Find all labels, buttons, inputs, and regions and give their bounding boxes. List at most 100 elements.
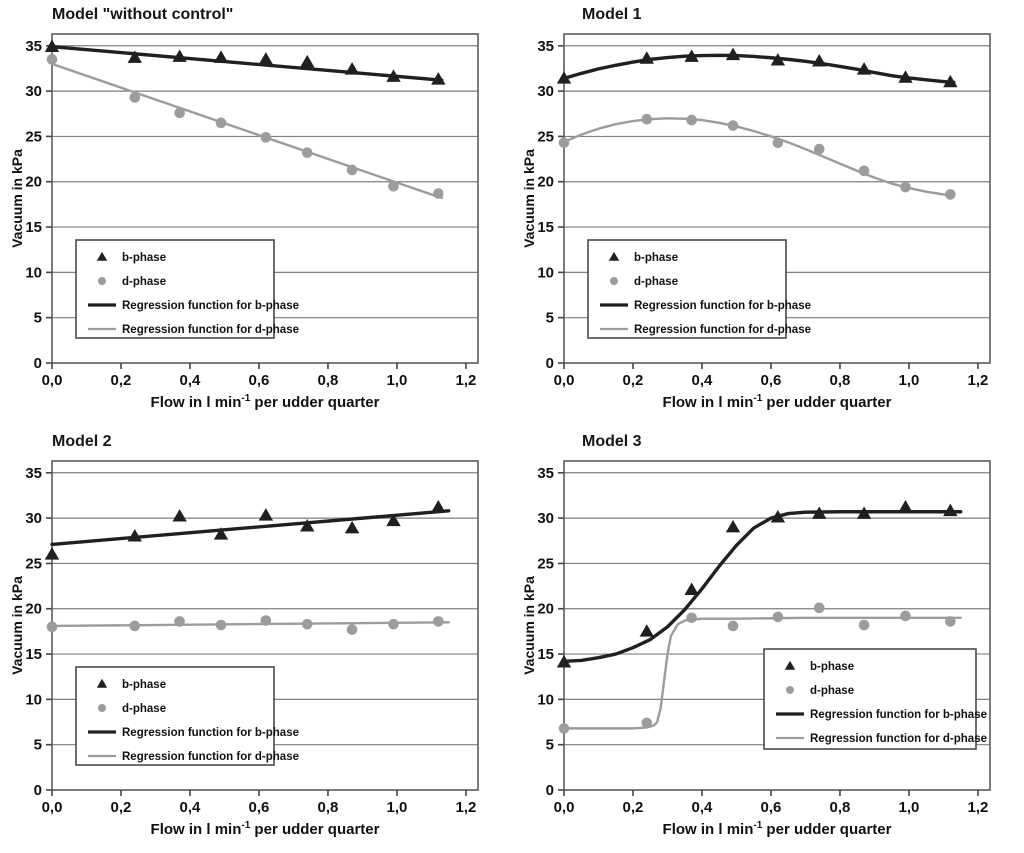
svg-text:35: 35: [25, 465, 42, 482]
svg-text:d-phase: d-phase: [634, 276, 678, 288]
x-axis-title: Flow in l min-1 per udder quarter: [663, 393, 892, 411]
svg-text:35: 35: [25, 38, 42, 55]
legend: b-phase d-phase Regression function for b-…: [587, 239, 811, 339]
svg-text:1,2: 1,2: [967, 799, 988, 816]
svg-text:0: 0: [546, 782, 554, 799]
svg-text:0,0: 0,0: [554, 799, 575, 816]
svg-text:0: 0: [34, 782, 42, 799]
svg-text:0,0: 0,0: [554, 372, 575, 389]
chart-panel-model-1: Model 1 0 5 10 15 20 25 30 35 0,0 0,2 0,4 0,6 0,8 1,0…: [512, 0, 1024, 427]
svg-text:0: 0: [34, 355, 42, 372]
svg-text:1,0: 1,0: [387, 799, 408, 816]
y-axis-title: Vacuum in kPa: [521, 149, 537, 248]
svg-text:15: 15: [537, 219, 554, 236]
svg-text:0,4: 0,4: [692, 372, 714, 389]
svg-text:5: 5: [546, 310, 554, 327]
svg-text:0,4: 0,4: [692, 799, 714, 816]
svg-text:1,0: 1,0: [899, 799, 920, 816]
svg-text:1,0: 1,0: [387, 372, 408, 389]
series-d-phase: [558, 113, 956, 200]
regression-line-b-phase: [50, 509, 451, 547]
svg-text:0,6: 0,6: [761, 372, 782, 389]
svg-text:25: 25: [25, 128, 42, 145]
y-axis: 0 5 10 15 20 25 30 35: [537, 38, 564, 372]
svg-text:d-phase: d-phase: [122, 703, 166, 715]
svg-text:0,2: 0,2: [111, 372, 132, 389]
chart-model-3: 0 5 10 15 20 25 30 35 0,0 0,2 0,4 0,6 0,8 1,0 1,2 b-pha…: [521, 460, 991, 838]
chart-title-model-1: Model 1: [582, 6, 642, 23]
svg-text:25: 25: [537, 128, 554, 145]
legend: b-phase d-phase Regression function for b-…: [75, 666, 299, 766]
y-axis: 0 5 10 15 20 25 30 35: [537, 465, 564, 799]
regression-line-b-phase: [562, 510, 963, 664]
chart-panel-model-without-control: Model "without control" 0 5 10 15 20 25 30 35 0,…: [0, 0, 512, 427]
x-axis-title: Flow in l min-1 per udder quarter: [663, 820, 892, 838]
svg-text:d-phase: d-phase: [122, 276, 166, 288]
svg-text:Regression function for d-phas: Regression function for d-phase: [122, 751, 299, 763]
regression-line-d-phase: [50, 62, 443, 200]
regression-line-b-phase: [562, 53, 956, 85]
svg-text:Regression function for d-phas: Regression function for d-phase: [634, 324, 811, 336]
svg-text:15: 15: [537, 646, 554, 663]
regression-line-d-phase: [562, 117, 955, 197]
plot-border: [51, 33, 479, 364]
chart-panel-model-2: Model 2 0 5 10 15 20 25 30 35 0,0 0,2 0,4 0,6 0,8 1,0…: [0, 427, 512, 853]
chart-model-2: 0 5 10 15 20 25 30 35 0,0 0,2 0,4 0,6 0,8 1,0 1,2 b-pha…: [9, 460, 479, 838]
svg-text:20: 20: [25, 174, 42, 191]
svg-text:0,2: 0,2: [623, 799, 644, 816]
x-axis-title: Flow in l min-1 per udder quarter: [151, 820, 380, 838]
series-b-phase: [556, 47, 958, 88]
svg-text:Regression function for d-phas: Regression function for d-phase: [810, 733, 987, 745]
svg-text:10: 10: [25, 264, 42, 281]
svg-text:10: 10: [537, 264, 554, 281]
y-axis-title: Vacuum in kPa: [521, 576, 537, 675]
svg-text:1,2: 1,2: [967, 372, 988, 389]
y-axis: 0 5 10 15 20 25 30 35: [25, 465, 52, 799]
svg-text:10: 10: [537, 691, 554, 708]
svg-text:1,2: 1,2: [455, 372, 476, 389]
svg-text:15: 15: [25, 646, 42, 663]
svg-text:0,2: 0,2: [111, 799, 132, 816]
svg-text:5: 5: [34, 737, 42, 754]
svg-text:5: 5: [546, 737, 554, 754]
svg-text:b-phase: b-phase: [634, 252, 678, 264]
legend: b-phase d-phase Regression function for b-…: [763, 648, 987, 750]
x-axis: 0,0 0,2 0,4 0,6 0,8 1,0 1,2: [554, 363, 988, 389]
svg-text:0,8: 0,8: [830, 799, 851, 816]
x-axis: 0,0 0,2 0,4 0,6 0,8 1,0 1,2: [554, 790, 988, 816]
svg-text:10: 10: [25, 691, 42, 708]
series-d-phase: [46, 54, 444, 199]
svg-text:35: 35: [537, 38, 554, 55]
plot-border: [563, 460, 991, 791]
svg-text:0,4: 0,4: [180, 799, 202, 816]
y-axis: 0 5 10 15 20 25 30 35: [25, 38, 52, 372]
series-b-phase: [44, 39, 446, 85]
svg-text:b-phase: b-phase: [122, 252, 166, 264]
chart-title-model-without-control: Model "without control": [52, 6, 234, 23]
chart-title-model-2: Model 2: [52, 433, 112, 450]
regression-line-b-phase: [50, 44, 444, 82]
svg-text:0,4: 0,4: [180, 372, 202, 389]
x-axis-title: Flow in l min-1 per udder quarter: [151, 393, 380, 411]
svg-text:0,6: 0,6: [761, 799, 782, 816]
svg-text:0,0: 0,0: [42, 372, 63, 389]
svg-text:35: 35: [537, 465, 554, 482]
svg-text:0,6: 0,6: [249, 799, 270, 816]
svg-text:1,2: 1,2: [455, 799, 476, 816]
svg-text:0,8: 0,8: [318, 799, 339, 816]
svg-text:Regression function for b-phas: Regression function for b-phase: [810, 709, 987, 721]
svg-text:15: 15: [25, 219, 42, 236]
chart-model-1: 0 5 10 15 20 25 30 35 0,0 0,2 0,4 0,6 0,8 1,0 1,2 b-pha…: [521, 33, 991, 411]
svg-text:0,2: 0,2: [623, 372, 644, 389]
chart-panel-model-3: Model 3 0 5 10 15 20 25 30 35 0,0 0,2 0,4 0,6 0,8 1,0…: [512, 427, 1024, 853]
svg-text:0,8: 0,8: [830, 372, 851, 389]
svg-text:20: 20: [25, 601, 42, 618]
y-axis-title: Vacuum in kPa: [9, 576, 25, 675]
svg-text:Regression function for b-phas: Regression function for b-phase: [122, 300, 299, 312]
chart-model-without-control: 0 5 10 15 20 25 30 35 0,0 0,2 0,4 0,6 0,8 1,0 1,2 b-pha…: [9, 33, 479, 411]
svg-text:25: 25: [537, 555, 554, 572]
x-axis: 0,0 0,2 0,4 0,6 0,8 1,0 1,2: [42, 363, 476, 389]
legend: b-phase d-phase Regression function for b-…: [75, 239, 299, 339]
